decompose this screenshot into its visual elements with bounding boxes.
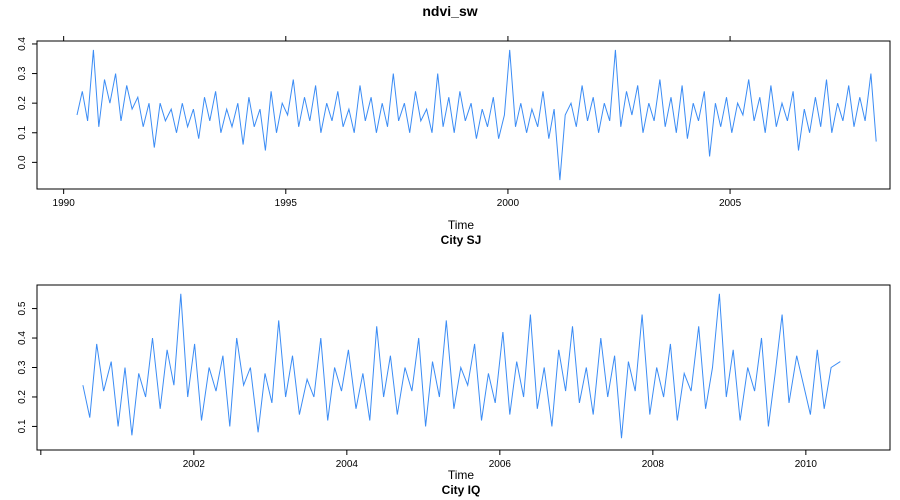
series-line-city-sj: [76, 49, 877, 181]
x-axis-title-city-iq: Time: [448, 468, 475, 482]
y-tick-label-city-sj: 0.4: [17, 37, 28, 51]
y-tick-label-city-iq: 0.2: [17, 390, 28, 404]
y-tick-label-city-sj: 0.0: [17, 155, 28, 169]
series-line-city-iq: [82, 293, 841, 439]
figure-title: ndvi_sw: [422, 3, 477, 19]
x-tick-label-city-iq: 2008: [642, 459, 665, 470]
y-axis-city-sj: 0.0 0.1 0.2 0.3 0.4: [17, 37, 37, 169]
panel-city-sj: 1990 1995 2000 2005 0.0 0.1 0.2 0.3 0.4 Time Ci…: [17, 36, 891, 247]
x-tick-label-city-sj: 2000: [497, 198, 520, 209]
y-tick-label-city-sj: 0.3: [17, 66, 28, 80]
y-tick-label-city-iq: 0.3: [17, 360, 28, 374]
x-axis-city-sj: 1990 1995 2000 2005: [53, 36, 742, 209]
x-axis-title-city-sj: Time: [448, 218, 475, 232]
x-tick-label-city-sj: 2005: [719, 198, 742, 209]
y-tick-label-city-iq: 0.1: [17, 419, 28, 433]
plot-frame-city-sj: [36, 40, 891, 190]
panel-title-city-sj: City SJ: [441, 233, 482, 247]
y-axis-city-iq: 0.1 0.2 0.3 0.4 0.5: [17, 301, 37, 433]
y-tick-label-city-sj: 0.1: [17, 125, 28, 139]
y-tick-label-city-iq: 0.5: [17, 301, 28, 315]
x-axis-city-iq: 2002 2004 2006 2008 2010: [40, 450, 818, 470]
y-tick-label-city-sj: 0.2: [17, 96, 28, 110]
x-tick-label-city-iq: 2004: [336, 459, 359, 470]
x-tick-label-city-sj: 1990: [53, 198, 76, 209]
x-tick-label-city-iq: 2010: [795, 459, 818, 470]
x-tick-label-city-sj: 1995: [275, 198, 298, 209]
x-tick-label-city-iq: 2002: [183, 459, 206, 470]
x-tick-label-city-iq: 2006: [489, 459, 512, 470]
panel-title-city-iq: City IQ: [442, 483, 481, 497]
y-tick-label-city-iq: 0.4: [17, 331, 28, 345]
panel-city-iq: 2002 2004 2006 2008 2010 0.1 0.2 0.3 0.4 0.5 Tim…: [17, 284, 891, 497]
